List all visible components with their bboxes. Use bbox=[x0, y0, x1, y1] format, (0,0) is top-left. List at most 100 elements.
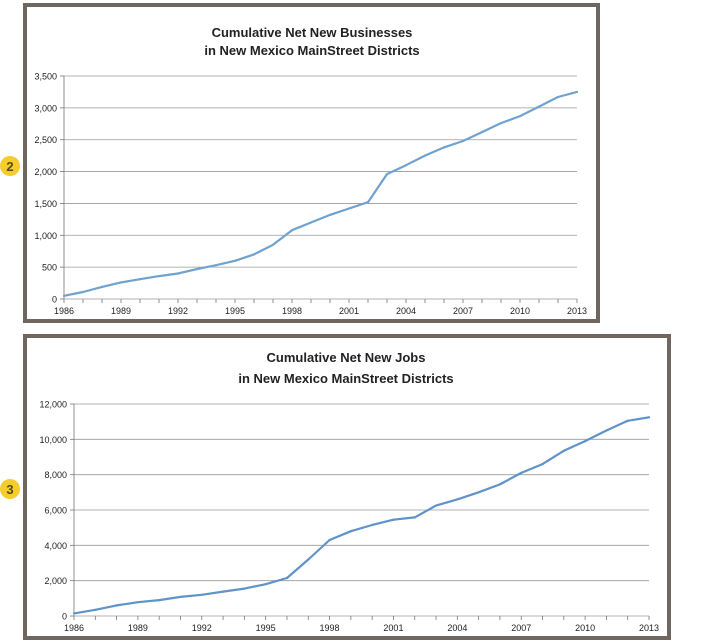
data-point bbox=[404, 164, 408, 167]
y-tick-label: 2,000 bbox=[34, 167, 57, 177]
x-tick-label: 2001 bbox=[383, 623, 403, 633]
data-point bbox=[200, 593, 203, 596]
x-tick-label: 1986 bbox=[54, 306, 74, 316]
data-point bbox=[328, 213, 332, 216]
data-point bbox=[221, 590, 225, 593]
data-point bbox=[157, 274, 161, 278]
data-point bbox=[243, 587, 246, 590]
series-line bbox=[63, 90, 578, 297]
series-line bbox=[73, 416, 650, 615]
y-tick-label: 4,000 bbox=[44, 541, 67, 551]
x-tick-label: 1986 bbox=[64, 623, 84, 633]
y-tick-label: 2,500 bbox=[34, 135, 57, 145]
data-point bbox=[423, 154, 427, 157]
x-tick-label: 2004 bbox=[447, 623, 467, 633]
x-tick-label: 2010 bbox=[575, 623, 595, 633]
x-tick-label: 1998 bbox=[320, 623, 340, 633]
y-tick-label: 1,000 bbox=[34, 231, 57, 241]
data-point bbox=[385, 173, 389, 176]
data-point bbox=[605, 429, 608, 432]
x-tick-label: 1989 bbox=[111, 306, 131, 316]
x-tick-label: 1995 bbox=[256, 623, 276, 633]
x-tick-label: 1992 bbox=[192, 623, 212, 633]
data-point bbox=[562, 449, 565, 452]
x-tick-label: 2007 bbox=[511, 623, 531, 633]
y-tick-label: 2,000 bbox=[44, 576, 67, 586]
chart-subtitle: in New Mexico MainStreet Districts bbox=[238, 371, 453, 386]
y-tick-label: 3,500 bbox=[34, 72, 57, 82]
data-point bbox=[271, 243, 275, 246]
figure-badge-2: 2 bbox=[0, 156, 20, 176]
data-point bbox=[81, 290, 85, 294]
data-point bbox=[233, 259, 237, 262]
businesses-chart-panel: Cumulative Net New Businesses in New Mexi… bbox=[23, 3, 600, 323]
y-tick-label: 12,000 bbox=[39, 400, 67, 410]
data-point bbox=[456, 498, 459, 501]
data-point bbox=[537, 105, 541, 108]
data-point bbox=[179, 595, 182, 599]
data-point bbox=[158, 599, 161, 602]
data-point bbox=[498, 483, 502, 486]
y-tick-label: 8,000 bbox=[44, 470, 67, 480]
data-point bbox=[119, 281, 123, 284]
data-point bbox=[176, 272, 180, 275]
x-tick-label: 1995 bbox=[225, 306, 245, 316]
data-point bbox=[413, 516, 416, 519]
y-tick-label: 0 bbox=[62, 612, 67, 622]
data-point bbox=[214, 264, 218, 267]
y-tick-label: 500 bbox=[42, 263, 57, 273]
data-point bbox=[541, 462, 544, 466]
x-tick-label: 2004 bbox=[396, 306, 416, 316]
data-point bbox=[480, 130, 484, 134]
data-point bbox=[307, 558, 310, 561]
data-point bbox=[309, 221, 313, 224]
data-point bbox=[575, 90, 579, 94]
x-tick-label: 2013 bbox=[567, 306, 587, 316]
x-tick-label: 2001 bbox=[339, 306, 359, 316]
x-tick-label: 1998 bbox=[282, 306, 302, 316]
data-point bbox=[72, 612, 76, 615]
data-point bbox=[115, 604, 118, 607]
data-point bbox=[136, 601, 139, 604]
y-tick-label: 3,000 bbox=[34, 103, 57, 113]
data-point bbox=[518, 115, 522, 118]
data-point bbox=[328, 538, 331, 542]
y-tick-label: 6,000 bbox=[44, 506, 67, 516]
x-tick-label: 2010 bbox=[510, 306, 530, 316]
data-point bbox=[556, 95, 560, 99]
data-point bbox=[138, 278, 142, 281]
data-point bbox=[94, 608, 97, 611]
data-point bbox=[434, 504, 438, 507]
data-point bbox=[349, 530, 352, 533]
data-point bbox=[371, 523, 374, 527]
y-tick-label: 0 bbox=[52, 295, 57, 305]
data-point bbox=[347, 207, 351, 210]
x-tick-label: 1992 bbox=[168, 306, 188, 316]
figure-badge-3: 3 bbox=[0, 479, 20, 499]
chart-title: Cumulative Net New Businesses bbox=[212, 25, 413, 40]
data-point bbox=[100, 285, 104, 288]
x-tick-label: 2007 bbox=[453, 306, 473, 316]
data-point bbox=[290, 229, 294, 232]
data-point bbox=[647, 416, 651, 419]
data-point bbox=[442, 146, 446, 149]
chart-title: Cumulative Net New Jobs bbox=[267, 350, 426, 365]
data-point bbox=[626, 419, 629, 422]
chart-subtitle: in New Mexico MainStreet Districts bbox=[204, 43, 419, 58]
data-point bbox=[584, 440, 587, 443]
jobs-chart: Cumulative Net New Jobs in New Mexico Mai… bbox=[39, 350, 659, 633]
data-point bbox=[520, 471, 523, 474]
data-point bbox=[477, 491, 480, 494]
y-tick-label: 1,500 bbox=[34, 199, 57, 209]
data-point bbox=[62, 294, 66, 297]
jobs-chart-panel: Cumulative Net New Jobs in New Mexico Mai… bbox=[23, 334, 671, 640]
data-point bbox=[252, 253, 256, 256]
data-point bbox=[264, 583, 267, 586]
x-tick-label: 2013 bbox=[639, 623, 659, 633]
x-tick-label: 1989 bbox=[128, 623, 148, 633]
data-point bbox=[461, 139, 465, 143]
businesses-chart: Cumulative Net New Businesses in New Mexi… bbox=[34, 25, 587, 316]
data-point bbox=[392, 518, 395, 521]
data-point bbox=[285, 576, 289, 580]
data-point bbox=[195, 267, 199, 271]
